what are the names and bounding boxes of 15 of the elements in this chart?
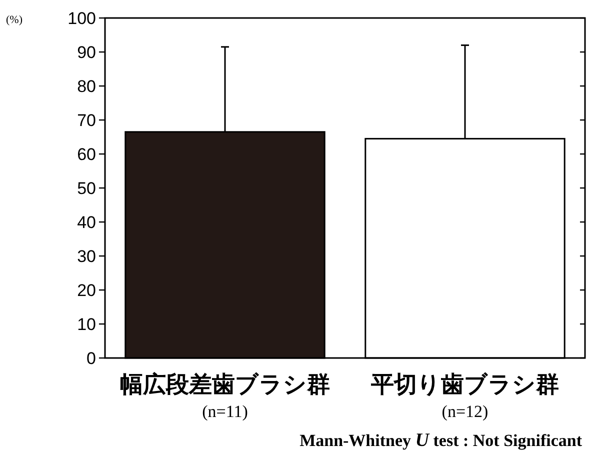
y-tick-label: 60	[77, 145, 96, 164]
y-tick-label: 100	[68, 9, 96, 28]
y-tick-label: 0	[86, 349, 96, 368]
y-tick-label: 10	[77, 315, 96, 334]
y-tick-label: 80	[77, 77, 96, 96]
y-tick-label: 90	[77, 43, 96, 62]
y-tick-label: 40	[77, 213, 96, 232]
text: Mann-Whitney U test : Not Significant	[300, 430, 582, 451]
y-tick-label: 50	[77, 179, 96, 198]
y-tick-label: 70	[77, 111, 96, 130]
y-tick-label: 20	[77, 281, 96, 300]
x-tick-label: 幅広段差歯ブラシ群 (n=11)	[120, 371, 330, 421]
x-tick-label: 平切り歯ブラシ群 (n=12)	[370, 372, 559, 421]
y-axis-title: (%)	[6, 14, 23, 26]
y-tick-label: 30	[77, 247, 96, 266]
